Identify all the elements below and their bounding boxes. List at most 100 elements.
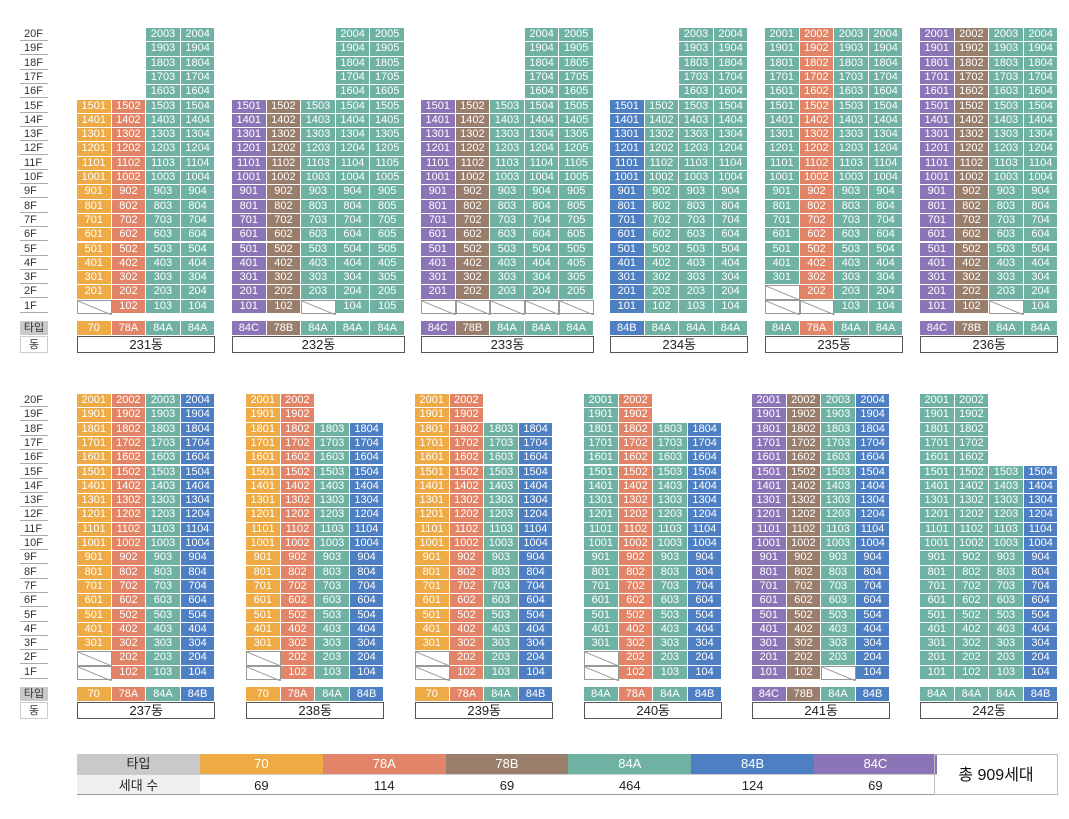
unit-cell: 602 — [450, 594, 485, 608]
unit-cell: 2004 — [1024, 28, 1059, 42]
unit-cell: 401 — [584, 623, 619, 637]
unit-cell: 1804 — [1024, 57, 1059, 71]
unit-cell: 401 — [610, 257, 645, 271]
unit-cell: 102 — [112, 666, 147, 680]
unit-cell: 1602 — [955, 451, 990, 465]
unit-cell: 1101 — [77, 523, 112, 537]
unit-cell: 303 — [821, 637, 856, 651]
floor-label: 5F — [20, 609, 48, 622]
unit-type-cell: 84A — [301, 321, 336, 335]
unit-cell: 704 — [856, 580, 891, 594]
unit-cell: 1104 — [688, 523, 723, 537]
unit-cell: 401 — [752, 623, 787, 637]
unit-cell: 703 — [653, 580, 688, 594]
unit-cell: 1001 — [920, 171, 955, 185]
unit-cell: 1203 — [484, 508, 519, 522]
unit-cell: 1103 — [653, 523, 688, 537]
unit-cell: 904 — [350, 551, 385, 565]
unit-cell: 1103 — [834, 157, 869, 171]
unit-cell: 903 — [146, 551, 181, 565]
unit-cell: 701 — [421, 214, 456, 228]
unit-cell: 1103 — [315, 523, 350, 537]
unit-cell: 1303 — [653, 494, 688, 508]
unit-cell: 1304 — [688, 494, 723, 508]
unit-cell: 1204 — [336, 142, 371, 156]
unit-cell: 404 — [869, 257, 904, 271]
unit-cell: 504 — [181, 243, 216, 257]
building-name: 242동 — [920, 702, 1058, 719]
floor-label: 15F — [20, 100, 48, 113]
unit-cell: 1003 — [679, 171, 714, 185]
building-name: 236동 — [920, 336, 1058, 353]
unit-cell: 1805 — [370, 57, 405, 71]
unit-cell: 802 — [112, 200, 147, 214]
unit-cell: 704 — [181, 580, 216, 594]
unit-cell: 1704 — [688, 437, 723, 451]
unit-cell: 804 — [336, 200, 371, 214]
unit-cell: 1703 — [315, 437, 350, 451]
unit-cell: 1305 — [559, 128, 594, 142]
unit-cell: 302 — [787, 637, 822, 651]
unit-cell: 203 — [989, 285, 1024, 299]
unit-cell: 1204 — [525, 142, 560, 156]
unit-cell: 1401 — [77, 480, 112, 494]
vacant-unit-cell — [800, 300, 835, 314]
unit-cell: 1704 — [350, 437, 385, 451]
unit-type-cell: 84A — [679, 321, 714, 335]
unit-cell: 703 — [989, 580, 1024, 594]
unit-cell: 1404 — [1024, 480, 1059, 494]
unit-cell: 903 — [989, 551, 1024, 565]
unit-cell: 1303 — [989, 128, 1024, 142]
unit-cell: 502 — [645, 243, 680, 257]
unit-cell: 202 — [112, 651, 147, 665]
unit-cell: 1301 — [232, 128, 267, 142]
unit-cell: 1105 — [559, 157, 594, 171]
unit-cell: 903 — [146, 185, 181, 199]
unit-cell: 904 — [1024, 551, 1059, 565]
unit-cell: 1001 — [421, 171, 456, 185]
unit-cell: 704 — [181, 214, 216, 228]
unit-type-cell: 84B — [181, 687, 216, 701]
unit-cell: 1502 — [645, 100, 680, 114]
unit-cell: 402 — [267, 257, 302, 271]
unit-cell: 1901 — [246, 408, 281, 422]
unit-cell: 701 — [610, 214, 645, 228]
unit-cell: 1103 — [146, 157, 181, 171]
unit-cell: 1203 — [653, 508, 688, 522]
unit-cell: 1203 — [821, 508, 856, 522]
unit-cell: 301 — [415, 637, 450, 651]
unit-cell: 901 — [246, 551, 281, 565]
unit-cell: 1201 — [246, 508, 281, 522]
unit-cell: 603 — [834, 228, 869, 242]
unit-cell: 803 — [834, 200, 869, 214]
unit-cell: 1501 — [77, 466, 112, 480]
unit-cell: 1504 — [856, 466, 891, 480]
unit-cell: 1204 — [1024, 508, 1059, 522]
unit-cell: 1401 — [232, 114, 267, 128]
unit-type-cell: 84A — [765, 321, 800, 335]
unit-type-cell: 84A — [181, 321, 216, 335]
unit-cell: 1902 — [955, 42, 990, 56]
unit-type-cell: 84A — [645, 321, 680, 335]
unit-cell: 1701 — [246, 437, 281, 451]
unit-cell: 2003 — [821, 394, 856, 408]
unit-cell: 504 — [869, 243, 904, 257]
unit-type-cell: 84A — [834, 321, 869, 335]
unit-cell: 404 — [856, 623, 891, 637]
unit-cell: 602 — [112, 594, 147, 608]
unit-cell: 802 — [787, 566, 822, 580]
unit-cell: 904 — [181, 551, 216, 565]
unit-cell: 704 — [714, 214, 749, 228]
legend-type-cell: 84A — [568, 754, 691, 774]
unit-type-legend-table: 타입 세대 수 70 69 78A 114 78B 69 84A 464 84B 124 84C 69… — [77, 754, 1058, 795]
unit-cell: 1101 — [920, 157, 955, 171]
unit-cell: 1402 — [456, 114, 491, 128]
unit-cell: 2002 — [619, 394, 654, 408]
unit-cell: 303 — [146, 637, 181, 651]
unit-cell: 1301 — [610, 128, 645, 142]
unit-cell: 1404 — [336, 114, 371, 128]
unit-cell: 1203 — [146, 142, 181, 156]
unit-cell: 702 — [955, 580, 990, 594]
unit-cell: 1201 — [920, 508, 955, 522]
unit-cell: 1102 — [281, 523, 316, 537]
